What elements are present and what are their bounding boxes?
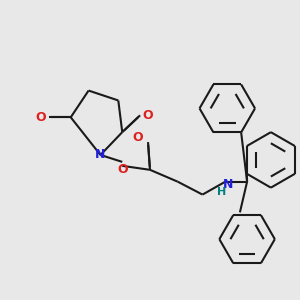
Text: O: O [143, 109, 153, 122]
Text: N: N [223, 178, 233, 191]
Text: O: O [117, 163, 128, 176]
Text: O: O [133, 130, 143, 144]
Text: N: N [95, 148, 106, 161]
Text: O: O [36, 111, 46, 124]
Text: H: H [217, 187, 226, 196]
